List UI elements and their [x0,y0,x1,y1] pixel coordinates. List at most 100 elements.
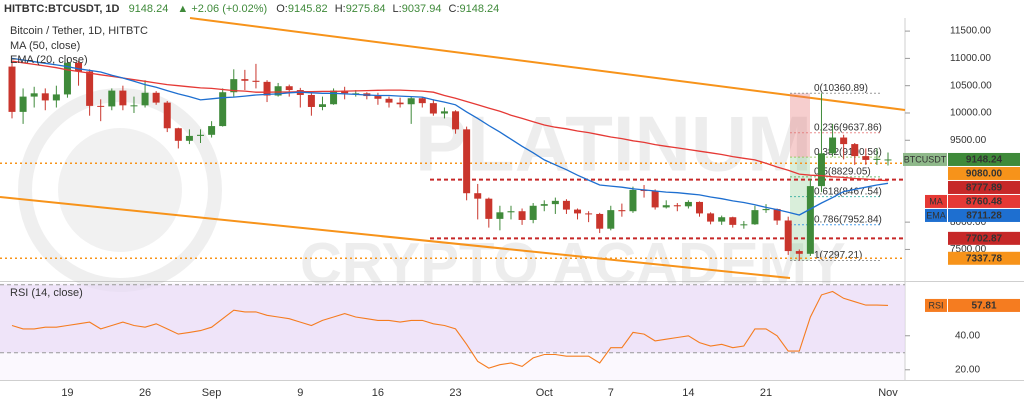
header-prefix: C: [449,3,460,15]
candle-body [119,90,127,106]
y-tick-label: 40.00 [955,330,980,341]
price-label: 7702.87 [966,234,1003,245]
candle-body [718,217,726,222]
price-tag: BTCUSDT [904,154,947,164]
fib-zone [790,93,810,158]
candle-body [463,129,471,194]
candle-body [285,86,293,91]
y-tick-label: 7500.00 [950,244,987,255]
fib-label: 0.5(8829.05) [814,167,871,178]
price-tag-box [925,194,947,208]
fib-label: 0.382(9190.56) [814,147,882,158]
candle-body [208,126,216,135]
candle-body [729,217,737,225]
price-tag-box [903,152,947,166]
candle-body [63,62,71,95]
y-tick-label: 10000.00 [950,108,992,119]
legend-entry: MA (50, close) [10,40,80,52]
candle-body [197,134,205,136]
header: HITBTC:BTCUSDT, 1D 9148.24 ▲ +2.06 (+0.0… [4,3,499,15]
fib-label: 0.786(7952.84) [814,214,882,225]
header-symbol: HITBTC:BTCUSDT, 1D [4,3,120,15]
candle-body [585,213,593,215]
candle-body [429,103,437,114]
trend-line [189,17,906,111]
header-open: 9145.82 [288,3,328,15]
price-label-box [948,152,1020,166]
x-tick-label: 14 [682,387,694,399]
candle-body [651,191,659,208]
candle-body [8,66,16,112]
candle-body [396,102,404,105]
fib-label: 1(7297.21) [814,250,862,261]
fib-label: 0.236(9637.86) [814,122,882,133]
price-label-box [948,194,1020,208]
candle-body [507,211,515,213]
candle-body [152,92,160,103]
ma-line [11,57,889,216]
candle-body [773,209,781,221]
price-label: 57.81 [971,301,996,312]
rsi-band [0,284,905,353]
candle-body [695,201,703,214]
header-prefix: H: [335,3,346,15]
candle-body [141,92,149,106]
candle-body [851,144,859,157]
price-tag-box [925,208,947,222]
price-tag: RSI [928,300,943,310]
candle-body [618,210,626,212]
candle-body [884,159,892,161]
ma-line [11,60,889,182]
candle-body [185,135,193,141]
candle-body [341,90,349,94]
candle-body [174,128,182,141]
price-label: 9080.00 [966,169,1003,180]
candle-body [219,92,227,127]
candle-body [485,198,493,219]
candle-body [163,102,171,129]
candle-body [241,79,249,81]
candle-body [784,220,792,252]
x-tick-label: 26 [139,387,151,399]
x-tick-label: Sep [202,387,222,399]
candle-body [607,210,615,229]
candle-body [385,98,393,103]
header-price: 9148.24 [129,3,169,15]
candle-body [307,94,315,107]
price-label-box [948,231,1020,245]
candle-body [274,86,282,96]
candle-body [562,200,570,210]
candle-body [230,79,238,93]
x-tick-label: 21 [760,387,772,399]
candle-body [108,90,116,107]
candle-body [496,212,504,219]
header-prefix: O: [276,3,288,15]
candle-body [662,205,670,208]
candle-body [806,186,814,254]
fib-zone [790,157,810,261]
price-label: 9148.24 [966,155,1003,166]
candle-body [452,111,460,130]
candle-body [751,210,759,225]
candle-body [673,205,681,207]
x-tick-label: 16 [372,387,384,399]
candle-body [318,104,326,107]
y-tick-label: 11000.00 [950,53,991,64]
legend-title: Bitcoin / Tether, 1D, HITBTC [10,25,148,37]
candle-body [474,193,482,199]
candle-body [540,204,548,206]
candle-body [829,137,837,154]
y-tick-label: 9500.00 [950,135,987,146]
price-label-box [948,298,1020,312]
y-tick-label: 20.00 [955,364,980,375]
candle-body [551,200,559,205]
candle-body [75,62,83,72]
x-tick-label: Oct [536,387,553,399]
candle-body [740,224,748,226]
fib-label: 0(10360.89) [814,83,868,94]
candle-body [707,213,715,222]
price-label-box [948,180,1020,194]
candle-body [596,213,604,229]
candle-body [817,153,825,187]
